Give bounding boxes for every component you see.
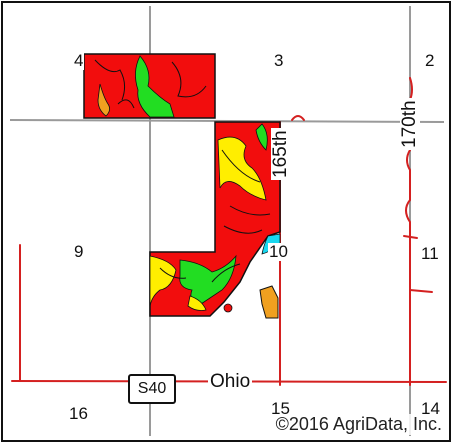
soil-yellow-small: [187, 295, 207, 311]
soil-red-dot: [223, 303, 233, 313]
soil-block-north: [83, 53, 216, 119]
soil-block-main: [149, 121, 281, 317]
soil-orange-small: [259, 285, 279, 319]
soil-green-channel: [135, 55, 175, 118]
section-line-north: [9, 119, 445, 123]
section-label-3: 3: [273, 51, 285, 70]
section-label-11: 11: [420, 244, 440, 263]
road-label-170th: 170th: [399, 98, 420, 150]
section-label-2: 2: [424, 51, 436, 70]
highway-shield: S40: [128, 374, 176, 404]
section-label-15: 15: [270, 399, 291, 418]
soil-green-lower: [179, 254, 237, 307]
soil-orange-patch: [97, 83, 110, 117]
road-label-ohio: Ohio: [208, 371, 253, 392]
section-label-10: 10: [268, 242, 289, 261]
soil-small-patches: [223, 285, 279, 319]
soil-yellow-lower: [149, 255, 177, 307]
road-spur-2: [409, 289, 433, 293]
soil-yellow-upper: [217, 136, 267, 201]
road-spur-1: [403, 235, 418, 239]
road-label-165th: 165th: [270, 128, 291, 180]
section-label-9: 9: [73, 242, 85, 261]
soil-contours-north: [94, 59, 207, 109]
soil-contours-main: [159, 149, 271, 283]
section-label-4: 4: [73, 51, 85, 70]
section-label-14: 14: [420, 399, 441, 418]
road-curve: [291, 115, 305, 121]
road-170th-line: [405, 77, 413, 386]
soil-green-upper: [255, 123, 268, 151]
section-label-16: 16: [68, 404, 89, 423]
copyright-notice: ©2016 AgriData, Inc.: [273, 414, 444, 435]
